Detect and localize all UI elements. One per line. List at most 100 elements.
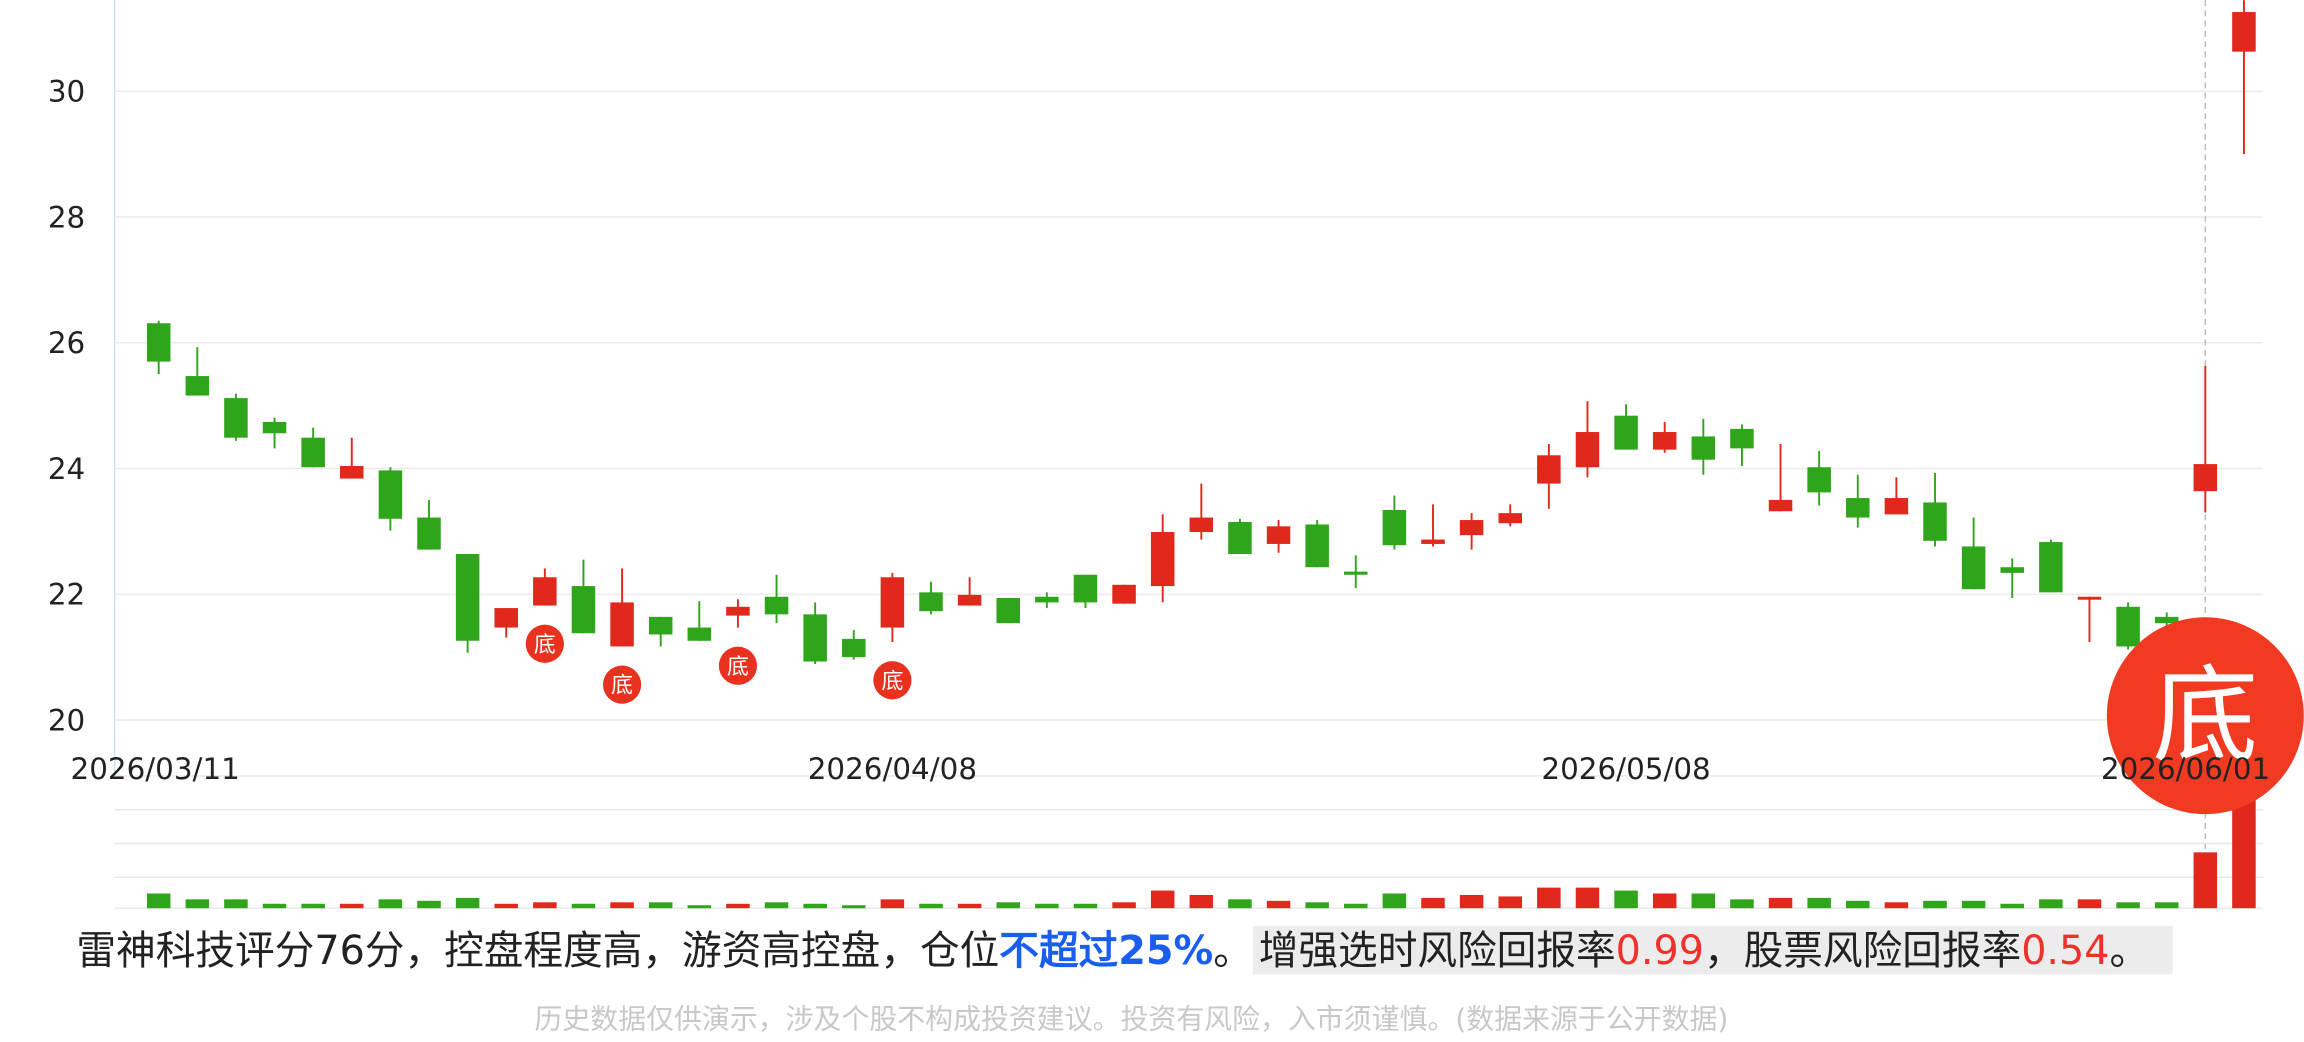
candle-body [1846, 498, 1870, 518]
candle-body [1305, 524, 1329, 568]
volume-bar [2077, 899, 2102, 909]
candle-body [1421, 539, 1445, 544]
volume-bar [224, 899, 248, 909]
y-tick-label: 20 [48, 703, 85, 737]
volume-bar [1459, 894, 1484, 909]
volume-bar [1807, 897, 1831, 909]
summary-text: 雷神科技评分76分，控盘程度高，游资高控盘，仓位 [76, 928, 999, 974]
volume-bar [1189, 894, 1214, 909]
bottom-marker-label: 底 [881, 669, 903, 694]
candle-body [571, 586, 596, 634]
candle-body [340, 465, 364, 479]
volume-bar [2193, 852, 2218, 909]
x-tick-label: 2026/06/01 [2101, 752, 2270, 786]
volume-bar [726, 903, 750, 909]
volume-bar [648, 902, 673, 909]
candle-body [417, 517, 441, 550]
volume-bar [803, 903, 827, 909]
candle-body [1382, 509, 1407, 546]
candle-body [262, 421, 287, 434]
volume-bar [1305, 902, 1329, 909]
signal-marker [2106, 617, 2304, 815]
candle-body [146, 323, 171, 362]
metric-label: ，股票风险回报率 [1704, 928, 2021, 974]
candle-body [2154, 616, 2179, 624]
volume-bar [494, 903, 518, 909]
volume-bar [417, 900, 441, 909]
volume-bar [610, 902, 634, 909]
volume-bar [880, 899, 905, 909]
volume-bar [764, 902, 789, 909]
candle-body [2077, 596, 2102, 600]
candle-body [1884, 498, 1909, 515]
candle-body [1768, 499, 1793, 512]
volume-bar [1846, 900, 1870, 909]
volume-bar [1884, 902, 1909, 909]
candle-body [1807, 467, 1831, 493]
candle-body [1575, 432, 1600, 468]
candle-body [1189, 517, 1214, 532]
volume-bar [2039, 899, 2063, 909]
candle-body [1961, 546, 1986, 590]
volume-bar [1614, 890, 1638, 909]
candle-body [494, 608, 518, 628]
candle-body [378, 470, 403, 519]
y-tick-label: 22 [48, 578, 85, 612]
volume-bar [146, 893, 171, 909]
volume-bar [957, 903, 982, 909]
volume-bar [842, 905, 866, 909]
candle-body [1614, 415, 1638, 450]
bottom-marker [873, 661, 912, 700]
x-tick-label: 2026/03/11 [71, 752, 240, 786]
x-tick-label: 2026/04/08 [808, 752, 977, 786]
volume-bar [1923, 900, 1947, 909]
candle-body [1112, 584, 1136, 604]
candle-body [1150, 531, 1175, 587]
volume-bar [2232, 793, 2256, 909]
candle-body [880, 577, 905, 628]
volume-bar [1575, 887, 1600, 909]
metric-value: 0.99 [1616, 928, 1704, 974]
bottom-marker [718, 646, 758, 685]
candle-body [1730, 428, 1754, 449]
volume-bar [1537, 887, 1561, 909]
volume-bar [1112, 902, 1136, 909]
candle-body [803, 614, 827, 662]
candle-body [301, 437, 325, 468]
candle-body [726, 606, 750, 616]
candle-body [224, 398, 248, 438]
volume-bar [687, 905, 712, 909]
candle-body [648, 616, 673, 635]
candle-body [533, 577, 557, 606]
candle-body [919, 592, 943, 612]
volume-bar [571, 903, 596, 909]
volume-bar [2116, 902, 2140, 909]
candle-body [455, 554, 480, 641]
volume-bar [1652, 893, 1677, 909]
sep: 。 [1213, 928, 1253, 974]
volume-bar [455, 897, 480, 909]
volume-bar [1073, 903, 1098, 909]
candle-body [2193, 464, 2218, 492]
volume-bar [1382, 893, 1407, 909]
candle-body [1073, 574, 1098, 603]
bottom-marker [525, 624, 564, 663]
candle-body [1537, 455, 1561, 484]
volume-bar [262, 903, 287, 909]
candle-body [1652, 432, 1677, 450]
candle-body [1228, 521, 1252, 555]
bottom-marker-label: 底 [534, 633, 556, 658]
bottom-marker [602, 665, 642, 704]
volume-bar [919, 903, 943, 909]
volume-bar [1266, 900, 1291, 909]
volume-bar [1730, 899, 1754, 909]
volume-bar [2000, 903, 2024, 909]
bottom-marker-label: 底 [727, 655, 749, 680]
x-tick-label: 2026/05/08 [1541, 752, 1710, 786]
candle-body [1344, 571, 1368, 575]
y-tick-label: 26 [48, 326, 85, 360]
volume-bar [996, 902, 1020, 909]
volume-bar [185, 899, 210, 909]
volume-bar [533, 902, 557, 909]
